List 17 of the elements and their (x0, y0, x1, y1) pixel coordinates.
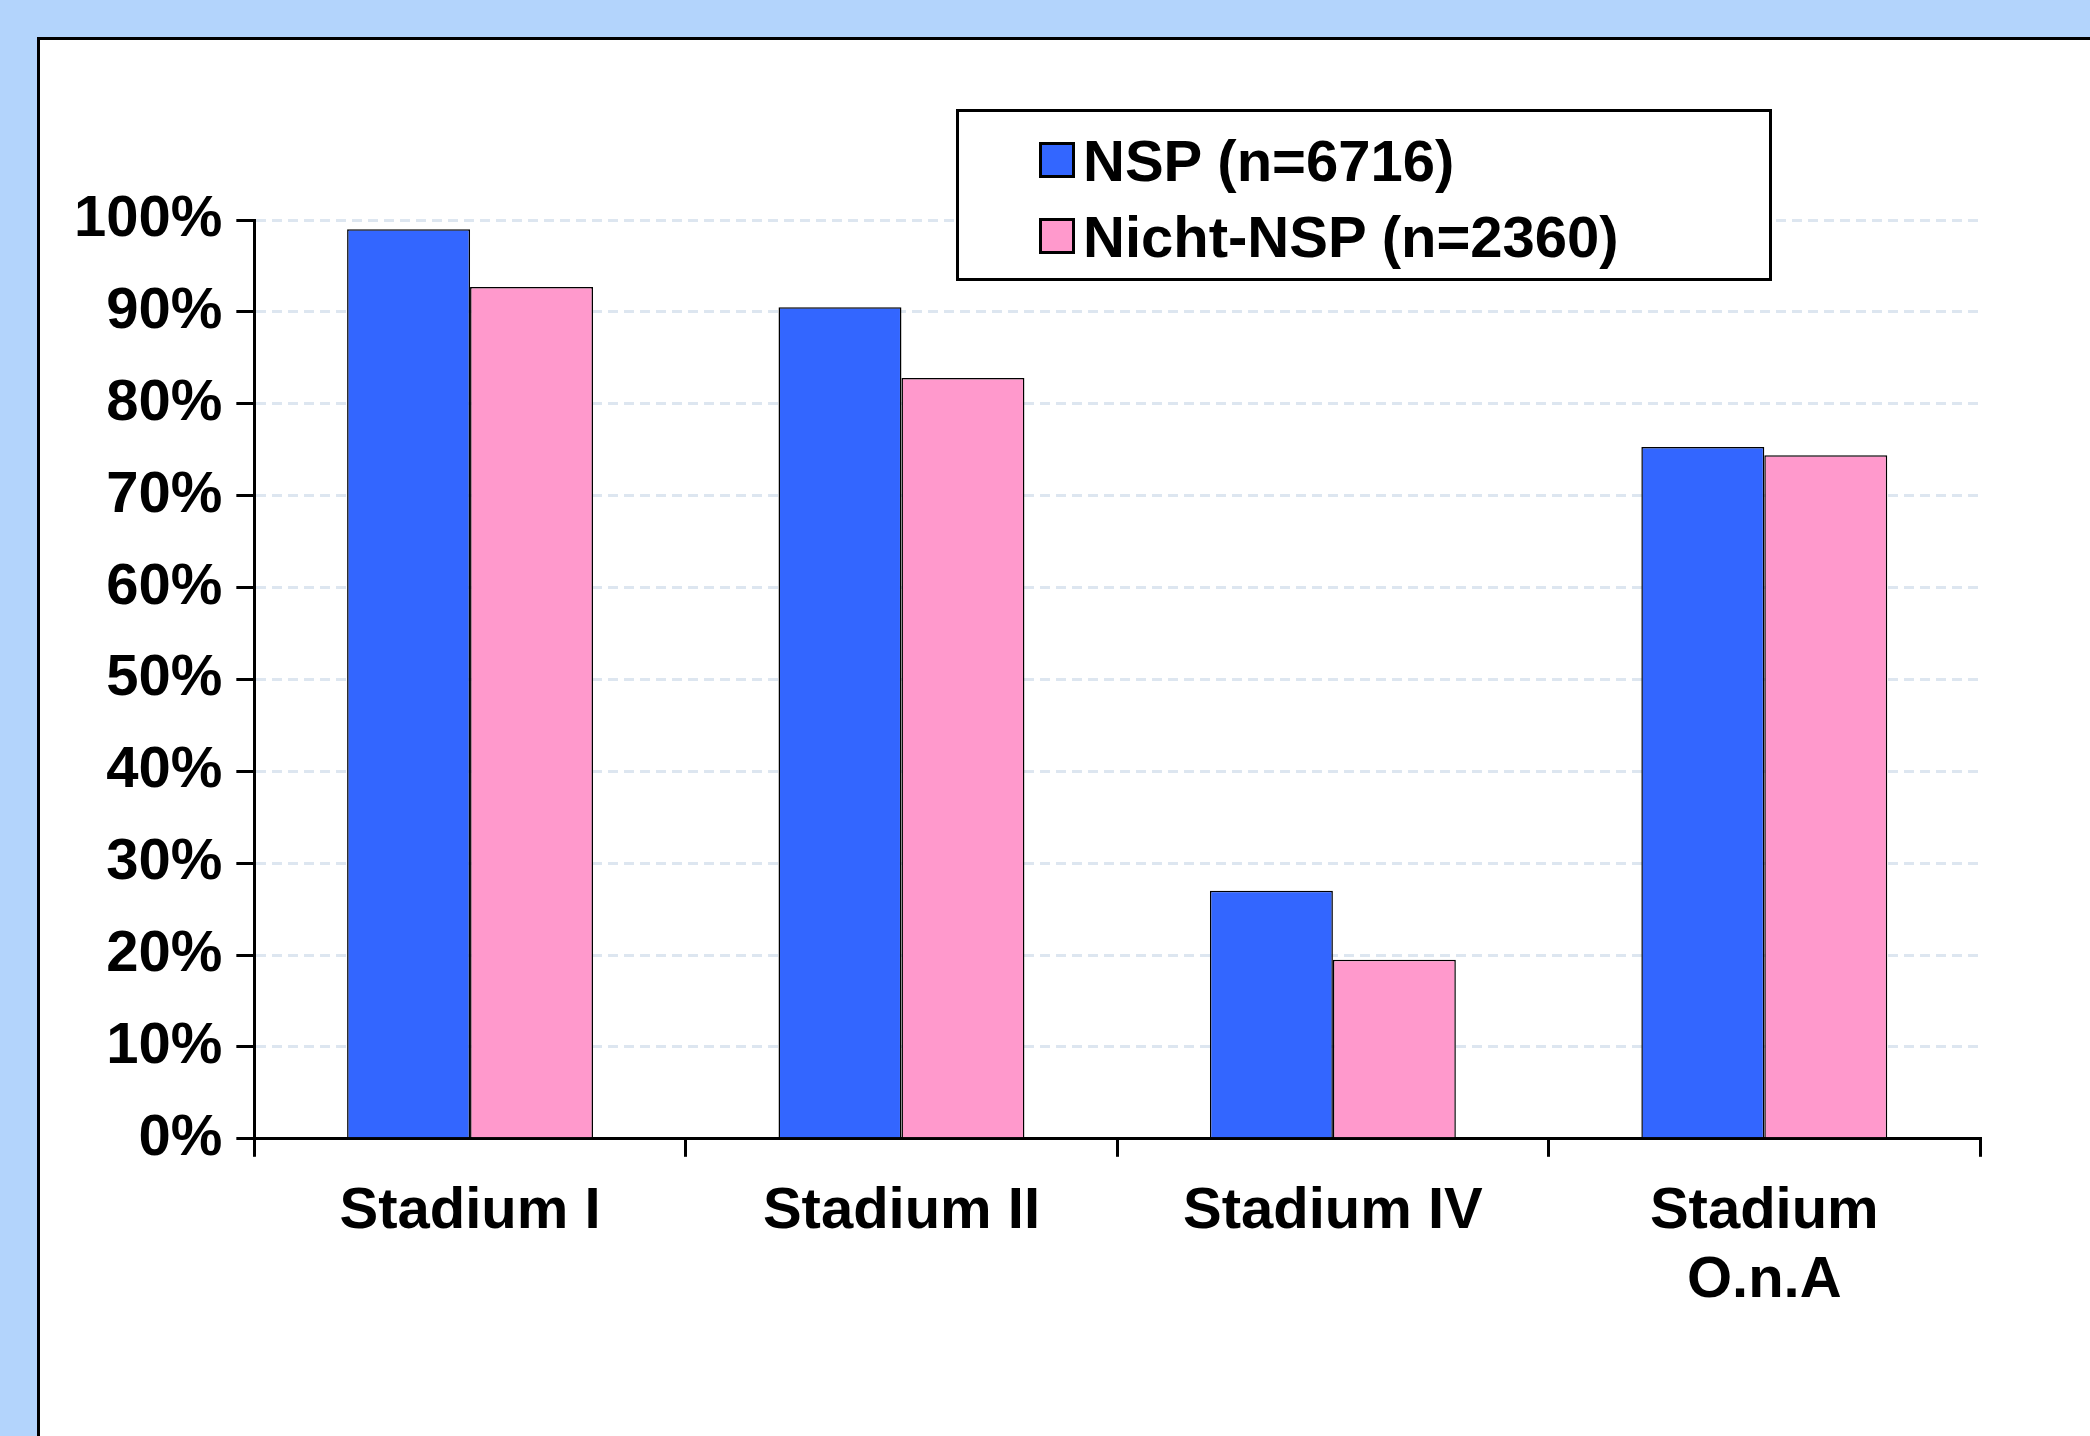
x-tick-label: Stadium II (762, 1174, 1041, 1240)
y-tick-label: 70% (106, 458, 223, 524)
y-tick-label: 80% (106, 366, 223, 432)
x-tick-label: Stadium O.n.A (1649, 1174, 1879, 1310)
y-tick-label: 40% (106, 734, 223, 800)
legend-label: NSP (n=6716) (1083, 126, 1455, 194)
y-tick-label: 50% (106, 642, 223, 708)
legend-label: Nicht-NSP (n=2360) (1083, 202, 1619, 270)
x-tick-label: Stadium IV (1183, 1174, 1484, 1240)
y-tick-label: 90% (106, 274, 223, 340)
y-tick-label: 0% (138, 1101, 223, 1167)
y-tick-label: 60% (106, 550, 223, 616)
x-tick-label: Stadium I (339, 1174, 601, 1240)
y-tick-label: 10% (106, 1009, 223, 1075)
y-tick-label: 20% (106, 918, 223, 984)
y-tick-label: 100% (74, 183, 223, 248)
y-tick-label: 30% (106, 826, 223, 892)
